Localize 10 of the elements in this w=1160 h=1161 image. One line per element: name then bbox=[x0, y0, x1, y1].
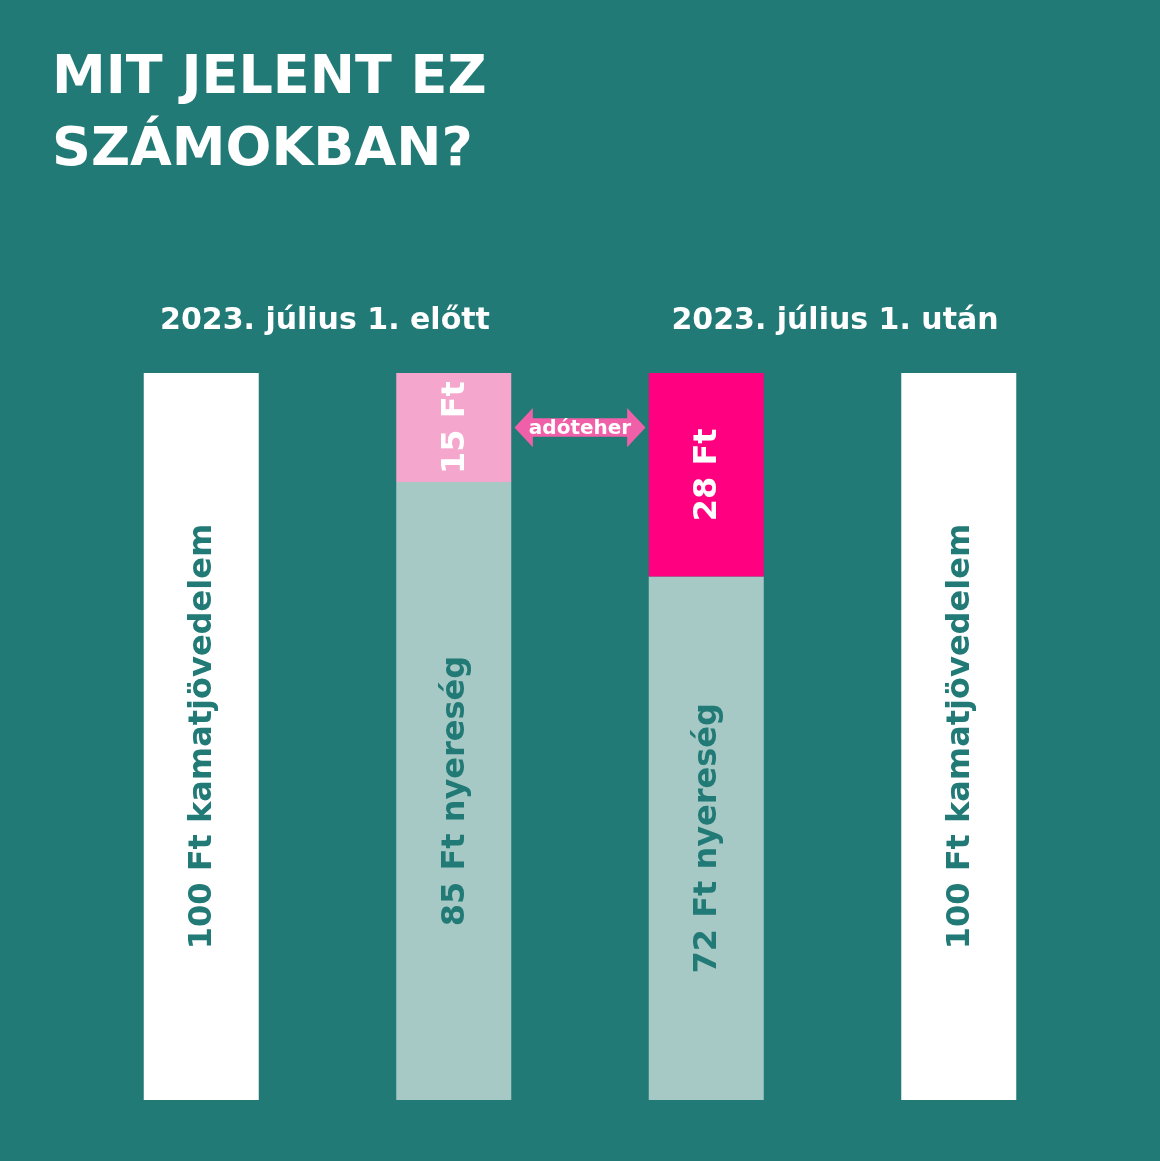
chart-title: MIT JELENT EZ SZÁMOKBAN? bbox=[52, 43, 487, 178]
annotation: adóteher bbox=[528, 414, 632, 439]
data-label: 100 Ft kamatjövedelem bbox=[181, 523, 220, 950]
data-label: 85 Ft nyereség bbox=[433, 655, 472, 927]
text: 2023. július 1. előtt bbox=[160, 301, 490, 336]
data-label: 100 Ft kamatjövedelem bbox=[938, 523, 977, 950]
text: 2023. július 1. után bbox=[671, 301, 999, 336]
data-label: 28 Ft bbox=[686, 428, 725, 522]
data-label: 15 Ft bbox=[433, 381, 472, 474]
data-label: 72 Ft nyereség bbox=[686, 703, 725, 974]
